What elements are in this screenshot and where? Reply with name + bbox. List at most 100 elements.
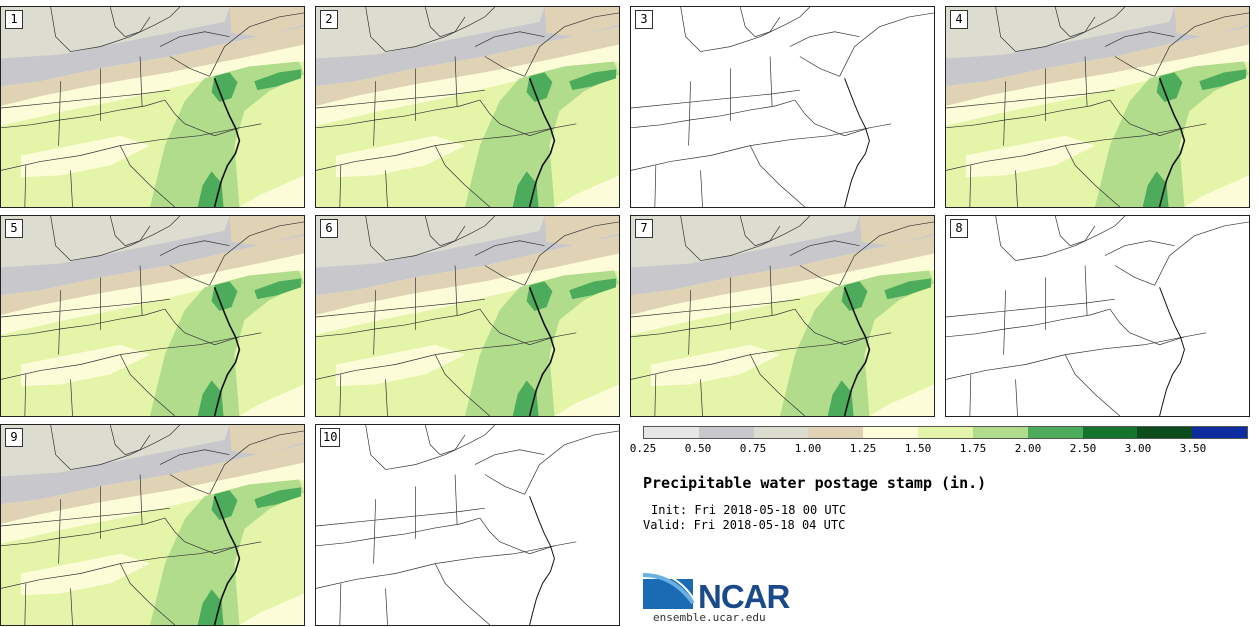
state-boundary (946, 99, 1111, 129)
state-boundary (700, 170, 703, 207)
state-boundary (1, 332, 262, 380)
state-boundary (1109, 99, 1185, 137)
coastline (528, 78, 556, 207)
member-map (946, 7, 1249, 207)
state-boundary (1114, 56, 1155, 77)
state-boundary (316, 332, 577, 380)
state-boundary (159, 449, 230, 465)
pw-contour-fill (526, 281, 553, 312)
postage-stamp-panel: 7 (630, 215, 935, 417)
member-label: 7 (635, 219, 653, 238)
member-label: 4 (950, 10, 968, 29)
state-boundary (119, 145, 176, 207)
pw-contour-fill (569, 69, 617, 91)
state-boundary (1, 541, 262, 589)
valid-time: Valid: Fri 2018-05-18 04 UTC (643, 518, 846, 532)
state-boundary (316, 541, 577, 589)
state-boundary (799, 56, 840, 77)
state-boundary (700, 379, 703, 416)
state-boundary (479, 517, 555, 555)
pw-contour-fill (1, 7, 230, 59)
member-map (631, 216, 934, 416)
state-boundary (70, 170, 73, 207)
pw-contour-fill (316, 235, 619, 316)
state-boundary (339, 374, 342, 416)
init-time: Init: Fri 2018-05-18 00 UTC (651, 503, 847, 517)
state-boundary (1084, 265, 1088, 316)
state-boundary (50, 216, 181, 261)
state-boundary (339, 165, 342, 207)
member-label: 5 (5, 219, 23, 238)
state-boundary (1, 517, 166, 547)
state-boundary (373, 499, 376, 564)
state-boundary (1114, 265, 1155, 286)
state-boundary (739, 216, 781, 247)
state-boundary (434, 563, 491, 625)
state-boundary (169, 56, 210, 77)
colorbar-swatches (643, 426, 1248, 439)
state-boundary (631, 308, 796, 338)
pw-contour-fill (1174, 7, 1249, 37)
state-boundary (946, 332, 1207, 380)
state-boundary (58, 499, 61, 564)
pw-contour-fill (211, 72, 238, 103)
state-boundary (946, 308, 1111, 338)
state-boundary (794, 308, 870, 346)
state-boundary (454, 56, 458, 107)
state-boundary (58, 81, 61, 146)
state-boundary (799, 265, 840, 286)
state-boundary (474, 449, 545, 465)
state-boundary (424, 216, 466, 247)
colorbar-tick-label: 2.00 (1014, 442, 1042, 455)
coastline (529, 496, 555, 625)
pw-contour-fill (465, 270, 619, 416)
coastline (1159, 287, 1185, 416)
colorbar-swatch (1192, 427, 1247, 438)
pw-contour-fill (526, 72, 553, 103)
pw-contour-fill (946, 26, 1249, 107)
state-boundary (164, 308, 240, 346)
member-label: 9 (5, 428, 23, 447)
state-boundary (1003, 81, 1006, 146)
state-boundary (1015, 170, 1018, 207)
pw-contour-fill (1095, 61, 1249, 207)
state-boundary (789, 240, 860, 256)
pw-contour-fill (859, 216, 934, 246)
pw-contour-fill (150, 270, 304, 416)
pw-contour-fill (211, 281, 238, 312)
state-boundary (139, 265, 143, 316)
state-boundary (654, 374, 657, 416)
state-boundary (1104, 31, 1175, 47)
state-boundary (434, 354, 491, 416)
member-map (316, 216, 619, 416)
colorbar-swatch (918, 427, 973, 438)
coastline (213, 496, 241, 625)
state-boundary (339, 583, 342, 625)
state-boundary (454, 265, 458, 316)
state-boundary (1154, 12, 1249, 77)
state-boundary (373, 81, 376, 146)
member-label: 3 (635, 10, 653, 29)
pw-contour-fill (316, 7, 545, 59)
member-map (316, 7, 619, 207)
state-boundary (365, 7, 496, 52)
pw-contour-fill (316, 26, 619, 107)
state-boundary (58, 290, 61, 355)
chart-title: Precipitable water postage stamp (in.) (643, 474, 987, 492)
pw-contour-fill (254, 487, 302, 509)
pw-contour-fill (1, 425, 230, 477)
pw-contour-fill (254, 278, 302, 300)
state-boundary (316, 308, 481, 338)
state-boundary (479, 308, 555, 346)
state-boundary (688, 290, 691, 355)
pw-contour-fill (884, 278, 932, 300)
state-boundary (209, 12, 304, 77)
state-boundary (484, 265, 525, 286)
member-map (316, 425, 619, 625)
state-boundary (1064, 145, 1121, 207)
state-boundary (631, 123, 892, 171)
member-map (1, 216, 304, 416)
state-boundary (109, 7, 151, 38)
state-boundary (139, 56, 143, 107)
colorbar-tick-label: 3.00 (1124, 442, 1152, 455)
